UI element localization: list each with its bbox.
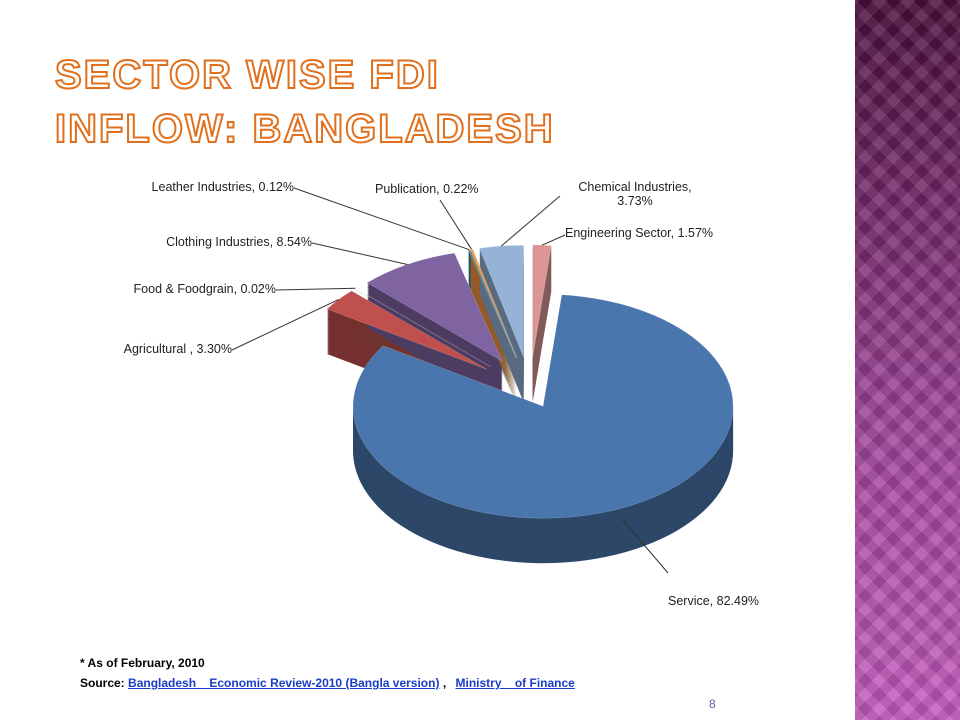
- data-label: Food & Foodgrain, 0.02%: [133, 282, 276, 296]
- data-label: Publication, 0.22%: [375, 182, 479, 196]
- slice-side-layer: [470, 282, 517, 391]
- source-line: Source: Bangladesh Economic Review-2010 …: [80, 676, 575, 690]
- pie-slice: [326, 290, 488, 370]
- data-label: Chemical Industries, 3.73%: [578, 180, 692, 208]
- data-label: Service, 82.49%: [668, 594, 760, 608]
- leader-line: [501, 195, 561, 247]
- pie-slice: [352, 294, 734, 519]
- data-label: Engineering Sector, 1.57%: [565, 226, 714, 240]
- chart: [231, 187, 734, 574]
- slice-side-layer: [470, 280, 517, 389]
- pie-slice: [532, 244, 552, 358]
- leader-line: [311, 242, 408, 265]
- pie-slice: [479, 244, 524, 358]
- data-label: Agricultural , 3.30%: [123, 342, 232, 356]
- pie-slice: [366, 252, 504, 363]
- ministry-link[interactable]: Ministry of Finance: [455, 676, 575, 690]
- leader-line: [231, 299, 339, 351]
- separator: ,: [442, 676, 447, 690]
- leader-line: [541, 234, 566, 246]
- source-label: Source:: [80, 676, 125, 690]
- data-label: Clothing Industries, 8.54%: [166, 235, 312, 249]
- leader-line: [293, 187, 470, 251]
- leader-line: [439, 199, 472, 250]
- slice-side-layer: [470, 284, 517, 393]
- leader-line: [275, 287, 356, 291]
- page-number: 8: [709, 697, 716, 711]
- footnote: * As of February, 2010: [80, 656, 205, 670]
- slice-side-layer: [470, 276, 517, 385]
- source-link[interactable]: Bangladesh Economic Review-2010 (Bangla …: [128, 676, 440, 690]
- side-band: [855, 0, 960, 720]
- slice-side-layer: [470, 286, 517, 395]
- slice-side-layer: [470, 278, 517, 387]
- leader-line: [621, 518, 669, 574]
- slide-title: SECTOR WISE FDI INFLOW: BANGLADESH: [54, 52, 555, 152]
- data-label: Leather Industries, 0.12%: [151, 180, 294, 194]
